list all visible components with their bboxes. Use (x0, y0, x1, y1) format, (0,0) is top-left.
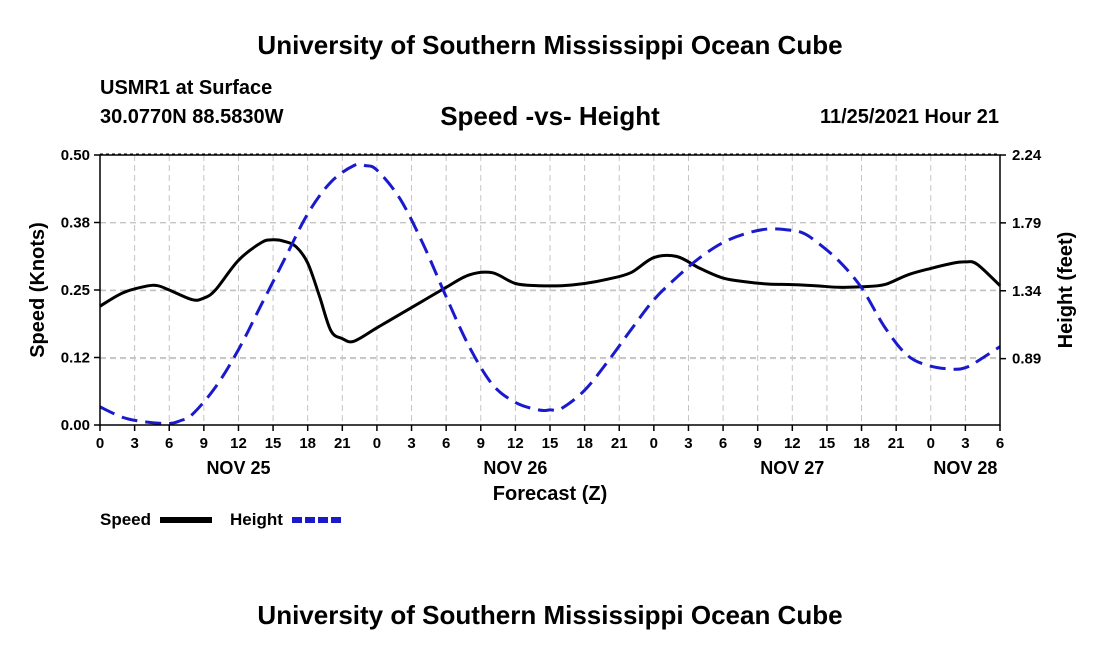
x-tick-label: 21 (334, 435, 351, 452)
x-tick-label: 21 (611, 435, 628, 452)
x-tick-label: 18 (576, 435, 593, 452)
x-tick-label: 3 (130, 435, 138, 452)
series-layer (99, 162, 1002, 426)
x-tick-label: 9 (477, 435, 485, 452)
legend-height-label: Height (230, 510, 283, 529)
x-date-label: NOV 28 (933, 458, 997, 478)
y-tick-label-left: 0.38 (61, 215, 90, 232)
x-tick-label: 12 (784, 435, 801, 452)
x-axis: 0 3 6 9 12 15 18 21 0 3 6 9 12 15 18 21 0 3 6 9 12 15 18 21 0 3 6 N… (96, 425, 1004, 478)
x-date-label: NOV 27 (760, 458, 824, 478)
x-tick-label: 15 (542, 435, 559, 452)
x-tick-label: 6 (719, 435, 727, 452)
x-tick-label: 12 (230, 435, 247, 452)
chart-subtitle: Speed -vs- Height (440, 101, 660, 131)
y-tick-label-left: 0.50 (61, 147, 90, 164)
x-tick-label: 3 (407, 435, 415, 452)
grid (100, 155, 1000, 425)
y-tick-label-right: 0.89 (1012, 351, 1041, 368)
y-tick-label-right: 1.79 (1012, 215, 1041, 232)
footer-title: University of Southern Mississippi Ocean… (257, 600, 843, 630)
y-axis-left: 0.00 0.12 0.25 0.38 0.50 (61, 147, 100, 434)
y-tick-label-left: 0.12 (61, 350, 90, 367)
x-tick-label: 15 (819, 435, 836, 452)
x-tick-label: 6 (442, 435, 450, 452)
series-line-height (99, 162, 1001, 426)
y-axis-left-label: Speed (Knots) (27, 222, 49, 358)
x-tick-label: 6 (165, 435, 173, 452)
x-date-label: NOV 26 (483, 458, 547, 478)
y-tick-label-left: 0.25 (61, 282, 90, 299)
station-coordinates: 30.0770N 88.5830W (100, 106, 284, 128)
x-tick-label: 0 (96, 435, 104, 452)
y-axis-right-label: Height (feet) (1055, 232, 1077, 349)
page-title: University of Southern Mississippi Ocean… (257, 30, 843, 60)
station-label: USMR1 at Surface (100, 77, 273, 99)
x-tick-label: 3 (684, 435, 692, 452)
x-tick-label: 15 (265, 435, 282, 452)
x-tick-label: 9 (754, 435, 762, 452)
x-tick-label: 18 (299, 435, 316, 452)
y-axis-right: 0.89 1.34 1.79 2.24 (1000, 147, 1042, 368)
x-tick-label: 0 (373, 435, 381, 452)
legend-speed-label: Speed (100, 510, 151, 529)
x-tick-label: 0 (927, 435, 935, 452)
x-tick-label: 0 (650, 435, 658, 452)
x-tick-label: 18 (853, 435, 870, 452)
x-date-label: NOV 25 (206, 458, 270, 478)
x-tick-label: 21 (888, 435, 905, 452)
x-tick-label: 3 (961, 435, 969, 452)
x-axis-label: Forecast (Z) (493, 483, 607, 505)
y-tick-label-left: 0.00 (61, 417, 90, 434)
x-tick-label: 12 (507, 435, 524, 452)
y-tick-label-right: 1.34 (1012, 283, 1042, 300)
x-tick-label: 6 (996, 435, 1004, 452)
series-line-speed (99, 238, 1002, 344)
y-tick-label-right: 2.24 (1012, 147, 1042, 164)
forecast-datetime: 11/25/2021 Hour 21 (819, 106, 999, 128)
legend: Speed Height (100, 510, 344, 529)
x-tick-label: 9 (200, 435, 208, 452)
